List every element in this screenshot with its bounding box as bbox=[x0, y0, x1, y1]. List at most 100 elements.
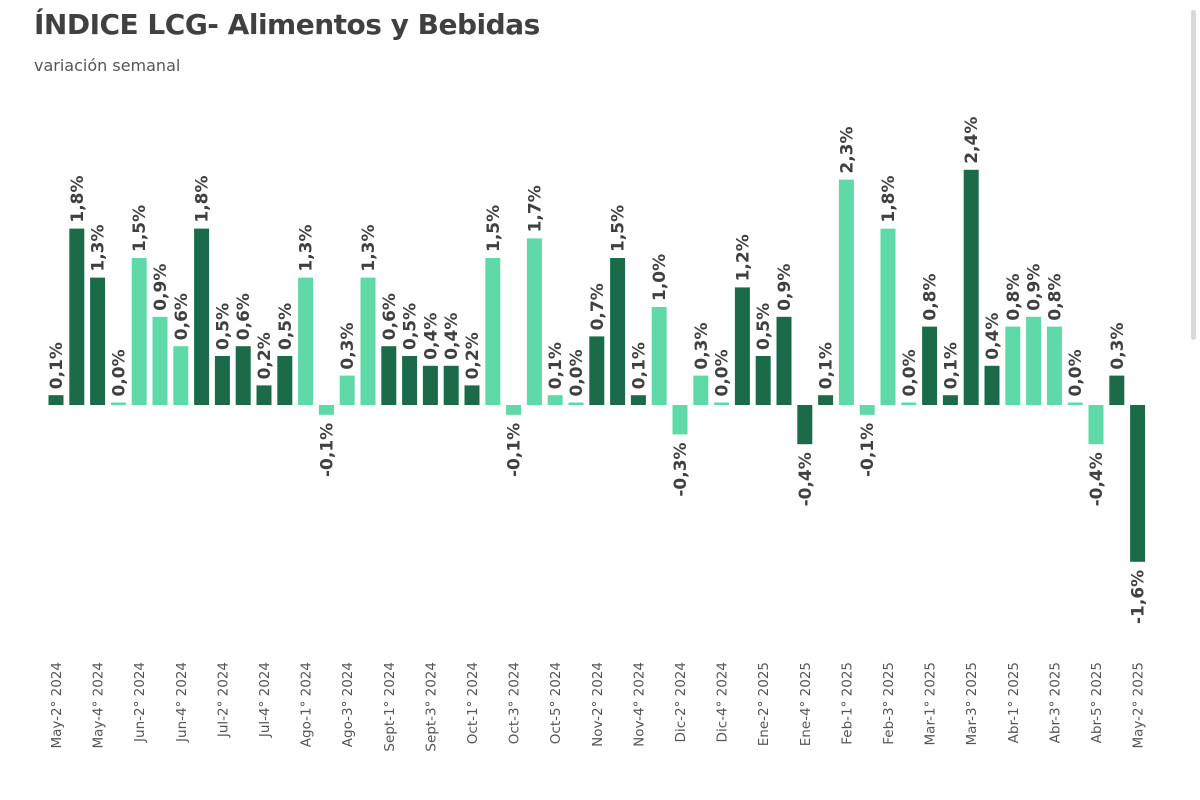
data-label: -0,3% bbox=[671, 442, 691, 496]
bar bbox=[630, 395, 646, 405]
bar bbox=[506, 405, 522, 415]
data-label: -1,6% bbox=[1129, 570, 1149, 624]
data-label: 0,2% bbox=[255, 332, 275, 379]
x-tick-label: Sept-3° 2024 bbox=[423, 662, 439, 752]
data-label: 2,4% bbox=[962, 117, 982, 164]
bar bbox=[131, 258, 147, 405]
scrollbar[interactable] bbox=[1191, 10, 1196, 340]
data-label: 0,1% bbox=[47, 342, 67, 389]
bar bbox=[110, 402, 126, 405]
data-label: 0,6% bbox=[172, 293, 192, 340]
x-tick-label: Oct-3° 2024 bbox=[507, 662, 523, 744]
x-tick-label: Jul-4° 2024 bbox=[257, 662, 273, 738]
x-tick-label: Feb-3° 2025 bbox=[881, 662, 897, 745]
bar bbox=[90, 277, 106, 405]
bar bbox=[568, 402, 584, 405]
data-label: 0,8% bbox=[1004, 273, 1024, 320]
data-label: -0,1% bbox=[858, 423, 878, 477]
x-tick-label: Sept-1° 2024 bbox=[382, 662, 398, 752]
data-label: 0,1% bbox=[629, 342, 649, 389]
bar bbox=[714, 402, 730, 405]
data-label: 0,5% bbox=[213, 303, 233, 350]
bar bbox=[256, 385, 272, 405]
bar bbox=[464, 385, 480, 405]
bar bbox=[755, 356, 771, 405]
data-label: 1,8% bbox=[68, 175, 88, 222]
data-label: 0,7% bbox=[588, 283, 608, 330]
data-label: 0,3% bbox=[692, 322, 712, 369]
x-tick-label: May-4° 2024 bbox=[91, 662, 107, 749]
bar bbox=[734, 287, 750, 405]
bar bbox=[797, 405, 813, 445]
x-tick-label: Dic-4° 2024 bbox=[715, 662, 731, 742]
bar bbox=[1130, 405, 1146, 562]
data-label: 0,1% bbox=[546, 342, 566, 389]
bar bbox=[422, 365, 438, 405]
data-label: 0,4% bbox=[442, 313, 462, 360]
x-tick-label: Nov-2° 2024 bbox=[590, 662, 606, 747]
data-label: 0,1% bbox=[941, 342, 961, 389]
x-tick-label: Mar-1° 2025 bbox=[923, 662, 939, 745]
data-label: 0,3% bbox=[1108, 322, 1128, 369]
bar bbox=[901, 402, 917, 405]
x-tick-label: Oct-1° 2024 bbox=[465, 662, 481, 744]
data-label: 1,3% bbox=[297, 224, 317, 271]
x-tick-label: Jul-2° 2024 bbox=[215, 662, 231, 738]
bar bbox=[651, 307, 667, 405]
bar bbox=[984, 365, 1000, 405]
bar bbox=[69, 228, 85, 405]
data-label: 0,5% bbox=[754, 303, 774, 350]
data-label: 0,0% bbox=[1066, 349, 1086, 396]
data-label: 0,6% bbox=[380, 293, 400, 340]
bar bbox=[922, 326, 938, 405]
data-label: 0,2% bbox=[463, 332, 483, 379]
data-label: 1,3% bbox=[359, 224, 379, 271]
data-label: 0,0% bbox=[713, 349, 733, 396]
bar bbox=[152, 316, 168, 405]
bar bbox=[1046, 326, 1062, 405]
data-label: 1,0% bbox=[650, 254, 670, 301]
data-label: 1,3% bbox=[89, 224, 109, 271]
bar bbox=[173, 346, 189, 405]
data-label: 0,0% bbox=[900, 349, 920, 396]
data-label: 0,0% bbox=[567, 349, 587, 396]
data-label: 0,4% bbox=[421, 313, 441, 360]
bar bbox=[880, 228, 896, 405]
bar bbox=[1088, 405, 1104, 445]
data-label: 0,9% bbox=[775, 264, 795, 311]
x-tick-label: Feb-1° 2025 bbox=[839, 662, 855, 745]
bar bbox=[381, 346, 397, 405]
data-label: 2,3% bbox=[837, 126, 857, 173]
bar bbox=[235, 346, 251, 405]
bar bbox=[693, 375, 709, 405]
x-tick-label: Oct-5° 2024 bbox=[548, 662, 564, 744]
bar bbox=[776, 316, 792, 405]
bar bbox=[859, 405, 875, 415]
bar bbox=[194, 228, 210, 405]
data-label: -0,1% bbox=[317, 423, 337, 477]
data-label: 0,8% bbox=[1045, 273, 1065, 320]
data-label: 0,6% bbox=[234, 293, 254, 340]
data-label: -0,4% bbox=[796, 452, 816, 506]
bar bbox=[339, 375, 355, 405]
x-tick-label: Dic-2° 2024 bbox=[673, 662, 689, 742]
bar bbox=[1005, 326, 1021, 405]
x-tick-label: Jun-4° 2024 bbox=[174, 662, 190, 743]
x-tick-label: Abr-3° 2025 bbox=[1047, 662, 1063, 743]
x-tick-label: Ago-1° 2024 bbox=[299, 662, 315, 747]
x-tick-label: Ene-4° 2025 bbox=[798, 662, 814, 746]
x-tick-label: Jun-2° 2024 bbox=[132, 662, 148, 743]
chart-subtitle: variación semanal bbox=[34, 56, 181, 75]
x-tick-label: Ago-3° 2024 bbox=[340, 662, 356, 747]
x-tick-label: Ene-2° 2025 bbox=[756, 662, 772, 746]
bar bbox=[589, 336, 605, 405]
data-label: 1,5% bbox=[130, 205, 150, 252]
bar bbox=[838, 179, 854, 405]
data-label: 0,4% bbox=[983, 313, 1003, 360]
data-label: -0,1% bbox=[505, 423, 525, 477]
data-label: 0,3% bbox=[338, 322, 358, 369]
data-label: 0,1% bbox=[817, 342, 837, 389]
bar bbox=[402, 356, 418, 405]
data-label: 0,9% bbox=[1025, 264, 1045, 311]
bar bbox=[1067, 402, 1083, 405]
